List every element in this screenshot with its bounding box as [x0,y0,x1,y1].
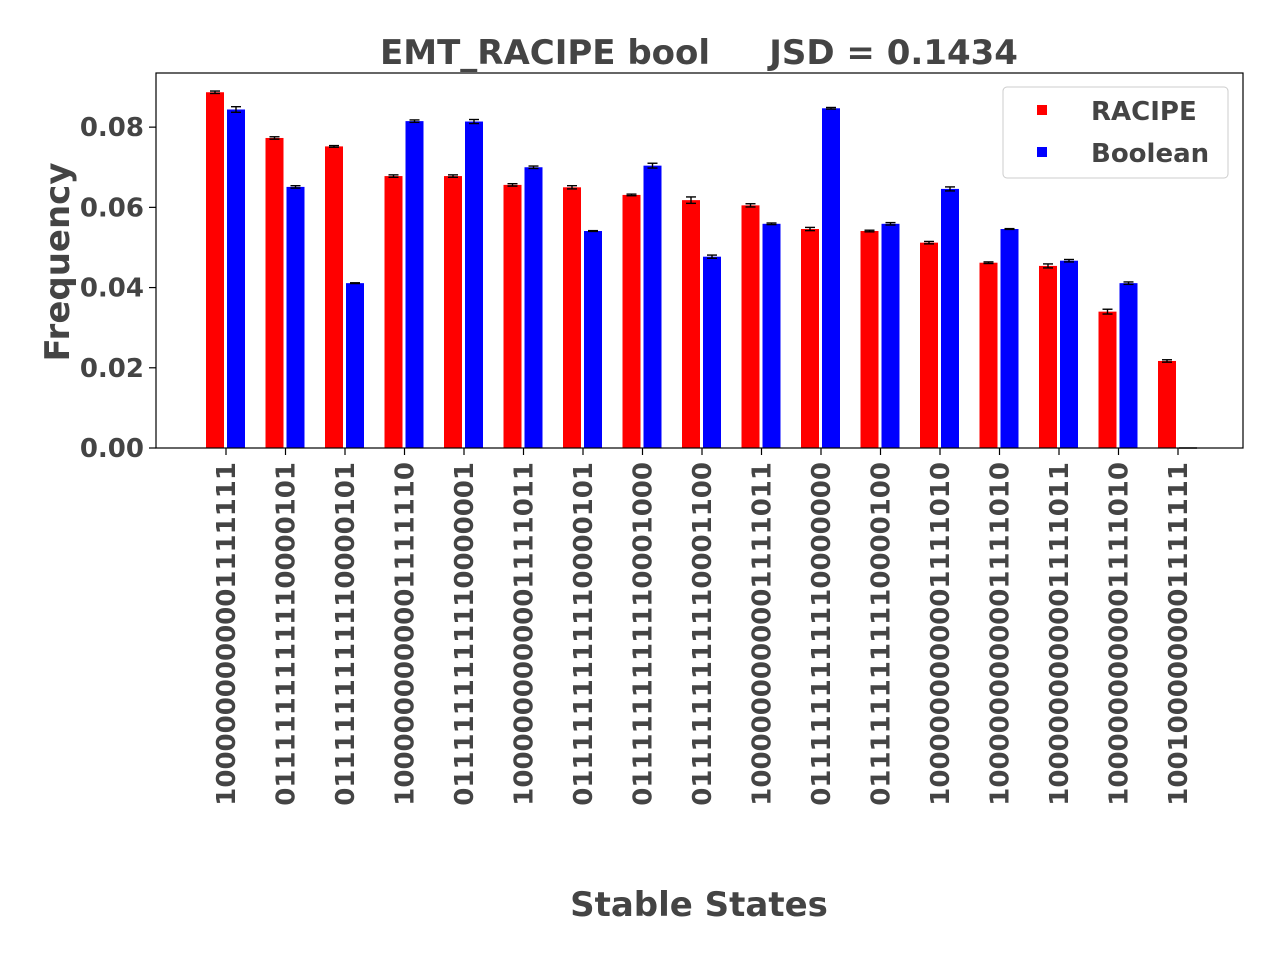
bar-boolean [881,223,900,448]
bar-racipe [741,205,760,448]
x-tick-label: 0111111111110000101 [569,462,599,806]
x-tick-label: 1001000000001111111 [1164,462,1194,806]
x-tick-label: 0111111111110000101 [331,462,361,806]
bar-racipe [682,200,700,448]
bar-boolean [1119,283,1138,448]
x-tick-label: 0111111111110000100 [867,462,897,806]
x-tick-label: 0111111111110000001 [450,462,480,806]
x-tick-label: 1000000000001111110 [391,462,421,806]
bar-racipe [1098,311,1117,448]
x-tick-label: 1000000000001111010 [1105,462,1135,806]
bar-racipe [979,262,998,448]
x-tick-label: 1000000000001111010 [926,462,956,806]
legend-box [1002,86,1229,179]
x-tick-label: 1000000000001111111 [212,462,242,806]
plot-frame [155,72,1244,449]
bar-boolean [524,167,543,448]
bar-boolean [703,256,721,448]
bar-boolean [584,231,602,448]
bar-boolean [822,108,840,448]
y-tick-label: 0.00 [80,434,144,464]
y-axis: 0.00 0.02 0.04 0.06 0.08 [80,113,156,464]
y-tick-label: 0.06 [80,193,144,223]
bar-boolean [1060,260,1078,448]
x-axis: 1000000000001111111 0111111111110000101 01… [212,448,1194,806]
bar-racipe [1039,265,1057,448]
bars-layer [206,92,1176,449]
bar-boolean [941,188,959,448]
bar-racipe [1158,360,1176,448]
x-tick-label: 1000000000001111011 [510,462,540,806]
legend-label-boolean: Boolean [1091,139,1209,169]
x-tick-label: 1000000000001111011 [748,462,778,806]
bar-boolean [227,109,245,449]
x-tick-label: 0111111111110000101 [272,462,302,806]
bar-boolean [465,121,483,448]
bar-boolean [762,223,781,448]
bar-racipe [860,231,879,448]
bar-racipe [801,229,819,448]
y-axis-title: Frequency [38,162,78,361]
chart-title: EMT_RACIPE bool JSD = 0.1434 [380,33,1018,73]
bar-racipe [325,146,343,448]
bar-racipe [265,137,284,448]
bar-racipe [622,194,641,448]
y-tick-label: 0.08 [80,113,144,143]
bar-racipe [444,176,462,448]
bar-racipe [563,187,581,448]
x-tick-label: 0111111111110001100 [688,462,718,806]
y-tick-label: 0.04 [80,274,144,304]
x-tick-label: 1000000000001111010 [986,462,1016,806]
legend-label-racipe: RACIPE [1091,97,1197,127]
legend: RACIPE Boolean [1002,86,1229,179]
bar-boolean [405,121,424,448]
x-tick-label: 1000000000001111011 [1045,462,1075,806]
bar-boolean [1000,229,1019,448]
bar-racipe [206,92,224,448]
legend-swatch-boolean [1037,147,1047,157]
bar-racipe [503,184,522,449]
x-axis-title: Stable States [570,885,828,925]
bar-racipe [920,242,938,448]
x-tick-label: 0111111111110001000 [629,462,659,806]
bar-boolean [286,186,305,448]
error-bars-layer [210,90,1197,449]
bar-boolean [346,283,364,448]
x-tick-label: 0111111111110000000 [807,462,837,806]
legend-swatch-racipe [1037,105,1047,115]
bar-racipe [384,176,403,448]
y-tick-label: 0.02 [80,354,144,384]
bar-boolean [643,165,662,448]
